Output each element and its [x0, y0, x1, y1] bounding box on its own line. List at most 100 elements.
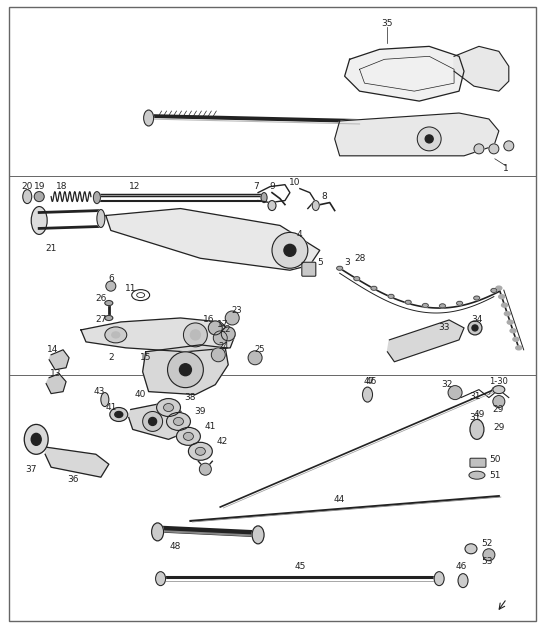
Ellipse shape [25, 425, 48, 454]
Text: 49: 49 [473, 410, 485, 419]
Ellipse shape [516, 346, 522, 350]
Text: 3: 3 [345, 257, 350, 267]
Text: 40: 40 [135, 390, 147, 399]
Text: 7: 7 [253, 182, 259, 191]
Ellipse shape [101, 392, 109, 406]
Ellipse shape [156, 571, 166, 585]
Text: 29: 29 [492, 405, 504, 414]
Text: 2: 2 [108, 354, 114, 362]
Text: 9: 9 [269, 182, 275, 191]
FancyBboxPatch shape [470, 458, 486, 467]
Ellipse shape [156, 399, 180, 416]
Ellipse shape [491, 288, 497, 293]
Ellipse shape [184, 433, 193, 440]
Polygon shape [129, 401, 185, 440]
Text: 48: 48 [170, 543, 181, 551]
Ellipse shape [196, 447, 205, 455]
Text: 13: 13 [50, 369, 62, 378]
Ellipse shape [507, 320, 513, 324]
Text: 1: 1 [503, 165, 508, 173]
Text: 31: 31 [469, 392, 481, 401]
Ellipse shape [405, 300, 411, 304]
Text: 21: 21 [45, 244, 57, 253]
Circle shape [179, 364, 191, 376]
Polygon shape [106, 208, 320, 270]
Circle shape [225, 311, 239, 325]
Polygon shape [45, 447, 109, 477]
Text: 10: 10 [289, 178, 301, 187]
Text: 17: 17 [216, 320, 228, 330]
FancyBboxPatch shape [302, 263, 316, 276]
Ellipse shape [501, 303, 507, 307]
Polygon shape [344, 46, 464, 101]
Text: 4: 4 [297, 230, 302, 239]
Text: 22: 22 [220, 325, 231, 335]
Circle shape [248, 351, 262, 365]
Ellipse shape [439, 304, 445, 308]
Text: 31: 31 [469, 413, 481, 422]
Ellipse shape [422, 303, 428, 308]
Ellipse shape [434, 571, 444, 585]
Text: 34: 34 [471, 315, 483, 325]
Ellipse shape [465, 544, 477, 554]
Text: 32: 32 [441, 380, 453, 389]
Text: 29: 29 [493, 423, 505, 432]
Text: 28: 28 [354, 254, 365, 263]
Text: 46: 46 [455, 562, 467, 571]
Circle shape [272, 232, 308, 268]
Ellipse shape [504, 311, 510, 316]
Polygon shape [143, 345, 228, 394]
Text: 12: 12 [129, 182, 141, 191]
Ellipse shape [493, 386, 505, 394]
Text: 20: 20 [22, 182, 33, 191]
Ellipse shape [261, 193, 267, 203]
Ellipse shape [112, 332, 120, 338]
Circle shape [208, 321, 222, 335]
Ellipse shape [93, 192, 100, 203]
Text: 5: 5 [317, 257, 323, 267]
Text: 6: 6 [108, 274, 114, 283]
Text: 14: 14 [47, 345, 59, 354]
Polygon shape [387, 320, 464, 362]
Ellipse shape [173, 418, 184, 425]
Circle shape [504, 141, 514, 151]
Ellipse shape [268, 200, 276, 210]
Ellipse shape [105, 301, 113, 306]
Ellipse shape [362, 387, 372, 402]
Circle shape [417, 127, 441, 151]
Text: 41: 41 [204, 422, 216, 431]
Circle shape [448, 386, 462, 399]
Ellipse shape [458, 573, 468, 588]
Text: 15: 15 [140, 354, 152, 362]
Ellipse shape [496, 286, 502, 290]
Text: 41: 41 [105, 403, 117, 412]
Polygon shape [454, 46, 509, 91]
Ellipse shape [105, 327, 127, 343]
Text: 44: 44 [334, 495, 346, 504]
Text: 33: 33 [438, 323, 450, 332]
Ellipse shape [510, 329, 516, 333]
Text: 37: 37 [26, 465, 37, 474]
Polygon shape [46, 374, 66, 394]
Ellipse shape [189, 442, 213, 460]
Circle shape [34, 192, 44, 202]
Text: 42: 42 [216, 437, 228, 446]
Ellipse shape [388, 295, 394, 298]
Text: 38: 38 [185, 393, 196, 402]
Circle shape [190, 330, 201, 340]
Ellipse shape [468, 321, 482, 335]
Circle shape [474, 144, 484, 154]
Text: 8: 8 [322, 192, 328, 201]
Circle shape [211, 348, 225, 362]
Text: 50: 50 [489, 455, 500, 463]
Polygon shape [81, 318, 235, 352]
Text: 16: 16 [203, 315, 214, 325]
Ellipse shape [110, 408, 128, 421]
Ellipse shape [31, 433, 41, 445]
Ellipse shape [252, 526, 264, 544]
Ellipse shape [499, 295, 505, 299]
Circle shape [106, 281, 116, 291]
Ellipse shape [474, 296, 480, 300]
Circle shape [213, 331, 227, 345]
Text: 39: 39 [195, 407, 206, 416]
